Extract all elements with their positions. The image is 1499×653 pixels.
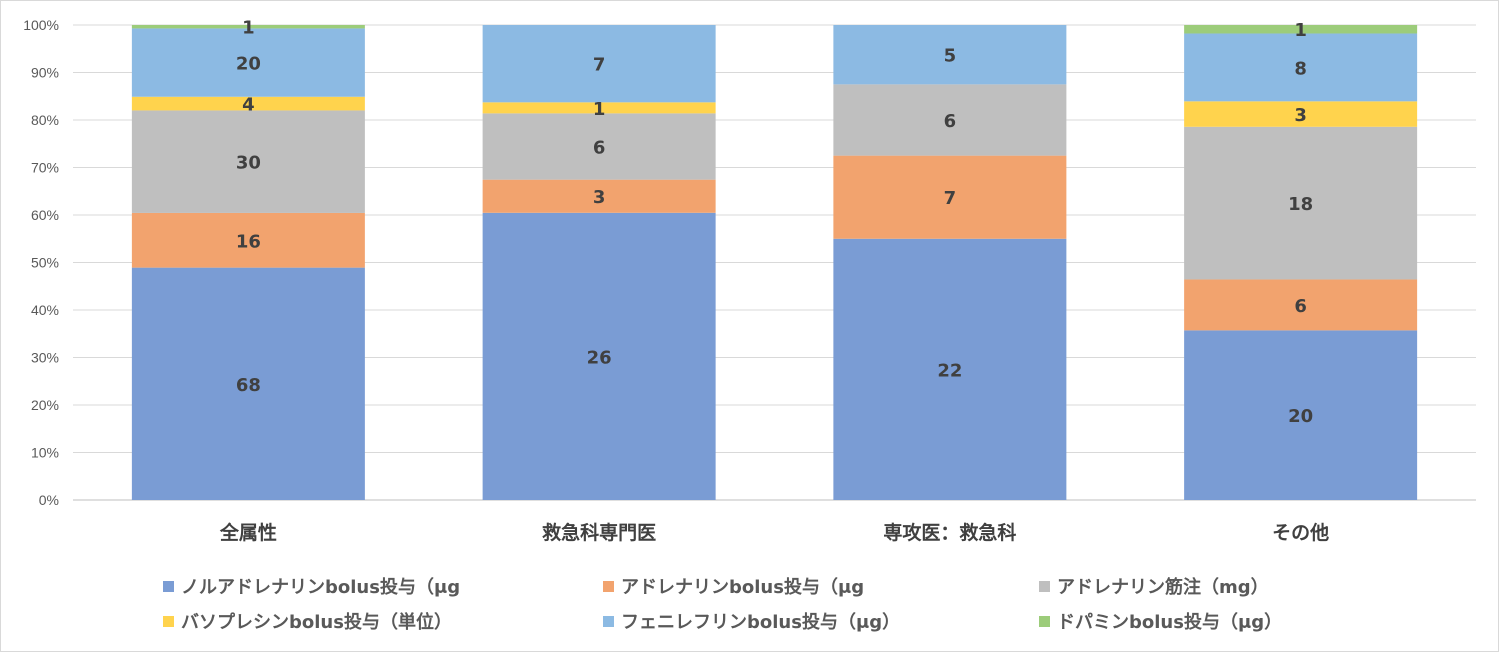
legend-swatch — [1039, 616, 1050, 627]
x-tick-label: 全属性 — [219, 521, 277, 544]
bar-segment — [131, 110, 365, 213]
bar-segment — [1184, 330, 1418, 500]
data-label: 7 — [944, 188, 957, 209]
bar-segment — [131, 25, 365, 29]
y-tick-label: 20% — [31, 397, 59, 413]
y-tick-label: 40% — [31, 302, 59, 318]
data-label: 7 — [593, 55, 606, 76]
x-axis: 全属性 救急科専門医 専攻医：救急科 その他 — [219, 521, 1329, 544]
bar-segment — [482, 212, 716, 500]
data-label: 22 — [937, 360, 962, 381]
data-label: 6 — [944, 111, 957, 132]
legend-label: アドレナリンbolus投与（μg — [621, 576, 864, 598]
legend-label: ノルアドレナリンbolus投与（μg — [181, 576, 460, 598]
bar-segment — [833, 155, 1067, 239]
legend-swatch — [603, 616, 614, 627]
legend-label: フェニレフリンbolus投与（μg） — [621, 611, 900, 633]
data-labels: 68 16 30 4 20 1 26 3 6 1 7 22 7 6 5 20 6 18 3 8 1 — [236, 18, 1313, 427]
data-label: 1 — [593, 99, 606, 120]
bar-segment — [131, 212, 365, 268]
y-tick-label: 50% — [31, 255, 59, 271]
x-tick-label: その他 — [1272, 521, 1329, 544]
data-label: 30 — [236, 153, 261, 174]
data-label: 4 — [242, 95, 255, 116]
bar-segment — [1184, 33, 1418, 102]
data-label: 6 — [1294, 296, 1307, 317]
bar-segment — [131, 267, 365, 500]
y-tick-label: 10% — [31, 445, 59, 461]
x-tick-label: 専攻医：救急科 — [883, 521, 1016, 544]
data-label: 20 — [1288, 406, 1313, 427]
data-label: 68 — [236, 375, 261, 396]
legend-swatch — [603, 581, 614, 592]
y-tick-label: 0% — [39, 492, 59, 508]
data-label: 16 — [236, 231, 261, 252]
legend-label: アドレナリン筋注（mg） — [1057, 576, 1269, 598]
bar-segment — [482, 102, 716, 114]
y-tick-label: 70% — [31, 160, 59, 176]
x-tick-label: 救急科専門医 — [542, 521, 656, 544]
data-label: 3 — [1294, 105, 1307, 126]
bar-segment — [833, 238, 1067, 500]
bar-segment — [131, 28, 365, 97]
y-tick-label: 90% — [31, 65, 59, 81]
bar-segment — [131, 96, 365, 111]
bar-segment — [482, 113, 716, 180]
legend-swatch — [1039, 581, 1050, 592]
bar-segment — [1184, 126, 1418, 280]
bar-segment — [1184, 25, 1418, 34]
bar-segment — [482, 25, 716, 103]
data-label: 3 — [593, 187, 606, 208]
bars — [131, 25, 1418, 500]
data-label: 8 — [1294, 58, 1307, 79]
data-label: 20 — [236, 54, 261, 75]
bar-segment — [833, 25, 1067, 85]
y-tick-label: 100% — [23, 17, 59, 33]
bar-segment — [482, 179, 716, 213]
data-label: 18 — [1288, 194, 1313, 215]
bar-segment — [1184, 101, 1418, 127]
legend-swatch — [163, 581, 174, 592]
y-axis: 0% 10% 20% 30% 40% 50% 60% 70% 80% 90% 100% — [23, 17, 59, 508]
y-tick-label: 30% — [31, 350, 59, 366]
legend-label: ドパミンbolus投与（μg） — [1057, 611, 1282, 633]
y-tick-label: 60% — [31, 207, 59, 223]
data-label: 1 — [1294, 20, 1307, 41]
data-label: 1 — [242, 18, 255, 39]
data-label: 5 — [944, 46, 957, 67]
data-label: 6 — [593, 138, 606, 159]
data-label: 26 — [587, 347, 612, 368]
legend-label: バソプレシンbolus投与（単位） — [181, 611, 452, 633]
bar-segment — [833, 84, 1067, 156]
legend-swatch — [163, 616, 174, 627]
legend: ノルアドレナリンbolus投与（μg アドレナリンbolus投与（μg アドレナリン… — [163, 576, 1282, 633]
bar-segment — [1184, 279, 1418, 331]
y-tick-label: 80% — [31, 112, 59, 128]
